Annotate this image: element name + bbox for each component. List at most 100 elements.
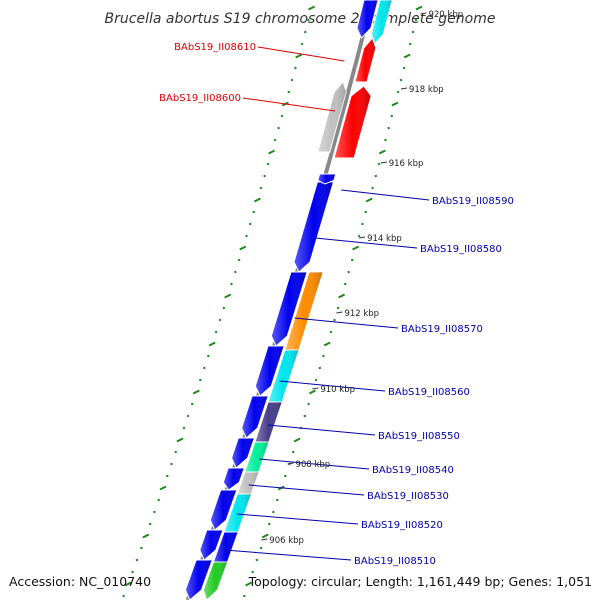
gene-gray-reverse[interactable]	[317, 81, 347, 153]
scale-dot	[230, 282, 233, 286]
gene-forward-cap[interactable]	[317, 173, 337, 185]
scale-dot	[291, 450, 295, 454]
scale-dot	[408, 42, 412, 46]
scale-dot	[259, 186, 263, 190]
gene-forward-blue-6[interactable]	[222, 467, 245, 491]
gene-partial-top-cyan[interactable]	[370, 0, 393, 45]
scale-dot	[308, 5, 316, 11]
scale-dot	[153, 510, 156, 514]
gene-label-babs19_ii08560[interactable]: BAbS19_II08560	[279, 380, 470, 398]
scale-dot	[378, 149, 386, 155]
svg-text:910 kbp: 910 kbp	[320, 385, 355, 395]
gene-forward-blue-8[interactable]	[199, 529, 224, 561]
gene-label-babs19_ii08510[interactable]: BAbS19_II08510	[224, 549, 436, 567]
svg-text:BAbS19_II08580: BAbS19_II08580	[420, 244, 502, 255]
gene-label-babs19_ii08570[interactable]: BAbS19_II08570	[294, 317, 483, 335]
scale-dot	[333, 318, 336, 322]
scale-dot	[192, 389, 200, 395]
scale-dot	[275, 498, 279, 502]
scale-dot	[206, 354, 210, 358]
scale-dot	[318, 366, 322, 370]
scale-dot	[280, 114, 284, 118]
gene-label-babs19_ii08550[interactable]: BAbS19_II08550	[267, 424, 460, 442]
scale-dot	[415, 5, 423, 11]
scale-dot	[343, 282, 347, 286]
scale-dot	[159, 485, 167, 491]
gene-label-babs19_ii08530[interactable]: BAbS19_II08530	[248, 484, 449, 502]
scale-dot	[139, 546, 143, 550]
scale-dot	[336, 306, 340, 310]
scale-dot	[268, 149, 276, 155]
gene-label-babs19_ii08600[interactable]: BAbS19_II08600	[159, 93, 336, 112]
scale-dot	[283, 474, 287, 478]
gene-label-babs19_ii08580[interactable]: BAbS19_II08580	[315, 237, 502, 255]
gene-babs19_ii08510[interactable]	[202, 561, 229, 600]
scale-dot	[182, 426, 186, 430]
tick-916-kbp: 916 kbp	[380, 159, 424, 169]
svg-text:BAbS19_II08510: BAbS19_II08510	[354, 556, 436, 567]
accession-text: Accession: NC_010740	[9, 574, 151, 589]
scale-dot	[374, 174, 378, 178]
scale-dot	[239, 245, 247, 251]
scale-dot	[323, 341, 331, 347]
scale-dot	[222, 306, 226, 310]
gene-forward-blue-7[interactable]	[209, 489, 238, 531]
scale-dot	[251, 570, 255, 574]
scale-dot	[224, 293, 232, 299]
svg-text:906 kbp: 906 kbp	[269, 536, 304, 546]
scale-dot	[263, 174, 267, 178]
svg-text:BAbS19_II08600: BAbS19_II08600	[159, 93, 241, 104]
inner-dotted-track	[242, 5, 423, 598]
scale-dot	[377, 162, 381, 166]
scale-dot	[300, 42, 304, 46]
scale-dot	[357, 234, 361, 238]
gene-forward-blue-9[interactable]	[184, 559, 213, 600]
tick-908-kbp: 908 kbp	[287, 460, 331, 470]
gene-partial-top-forward[interactable]	[356, 0, 379, 39]
svg-text:916 kbp: 916 kbp	[389, 159, 424, 169]
gene-forward-blue-2[interactable]	[270, 271, 308, 347]
gene-forward-blue-4[interactable]	[241, 395, 269, 439]
gene-babs19_ii08610[interactable]	[354, 37, 377, 83]
scale-dot	[365, 197, 373, 203]
tick-912-kbp: 912 kbp	[336, 309, 379, 319]
scale-dot	[308, 389, 316, 395]
gene-label-layer: BAbS19_II08610 BAbS19_II08600 BAbS19_II085…	[159, 42, 514, 567]
svg-text:BAbS19_II08520: BAbS19_II08520	[361, 520, 443, 531]
scale-dot	[352, 245, 360, 251]
scale-dot	[364, 210, 368, 214]
scale-dot	[242, 594, 246, 598]
scale-dot	[261, 533, 269, 539]
outer-dotted-track	[122, 5, 316, 598]
svg-text:BAbS19_II08550: BAbS19_II08550	[378, 431, 460, 442]
tick-906-kbp: 906 kbp	[261, 536, 304, 546]
tick-910-kbp: 910 kbp	[312, 385, 355, 395]
scale-dot	[293, 437, 301, 443]
scale-dot	[233, 270, 237, 274]
scale-dot	[218, 318, 222, 322]
svg-text:BAbS19_II08610: BAbS19_II08610	[174, 42, 256, 53]
svg-text:BAbS19_II08530: BAbS19_II08530	[367, 491, 449, 502]
position-tick-layer: 920 kbp 918 kbp 916 kbp 914 kbp 912 kbp 910 k…	[261, 10, 463, 546]
svg-text:BAbS19_II08560: BAbS19_II08560	[388, 387, 470, 398]
scale-dot	[350, 258, 354, 262]
gene-forward-blue-3[interactable]	[254, 345, 285, 397]
scale-dot	[253, 197, 261, 203]
gene-label-babs19_ii08540[interactable]: BAbS19_II08540	[259, 458, 454, 476]
scale-dot	[391, 101, 399, 107]
svg-text:914 kbp: 914 kbp	[367, 234, 402, 244]
gene-label-babs19_ii08610[interactable]: BAbS19_II08610	[174, 42, 345, 62]
scale-dot	[165, 474, 169, 478]
gene-forward-blue-5[interactable]	[231, 437, 255, 469]
scale-dot	[170, 462, 173, 466]
gene-forward-blue-1[interactable]	[293, 181, 335, 273]
gene-label-babs19_ii08590[interactable]: BAbS19_II08590	[341, 189, 514, 207]
scale-dot	[124, 581, 132, 587]
gene-label-babs19_ii08520[interactable]: BAbS19_II08520	[236, 513, 443, 531]
gene-babs19_ii08600[interactable]	[333, 85, 372, 159]
scale-dot	[174, 450, 178, 454]
svg-text:908 kbp: 908 kbp	[296, 460, 331, 470]
scale-dot	[245, 581, 253, 587]
scale-dot	[347, 270, 351, 274]
